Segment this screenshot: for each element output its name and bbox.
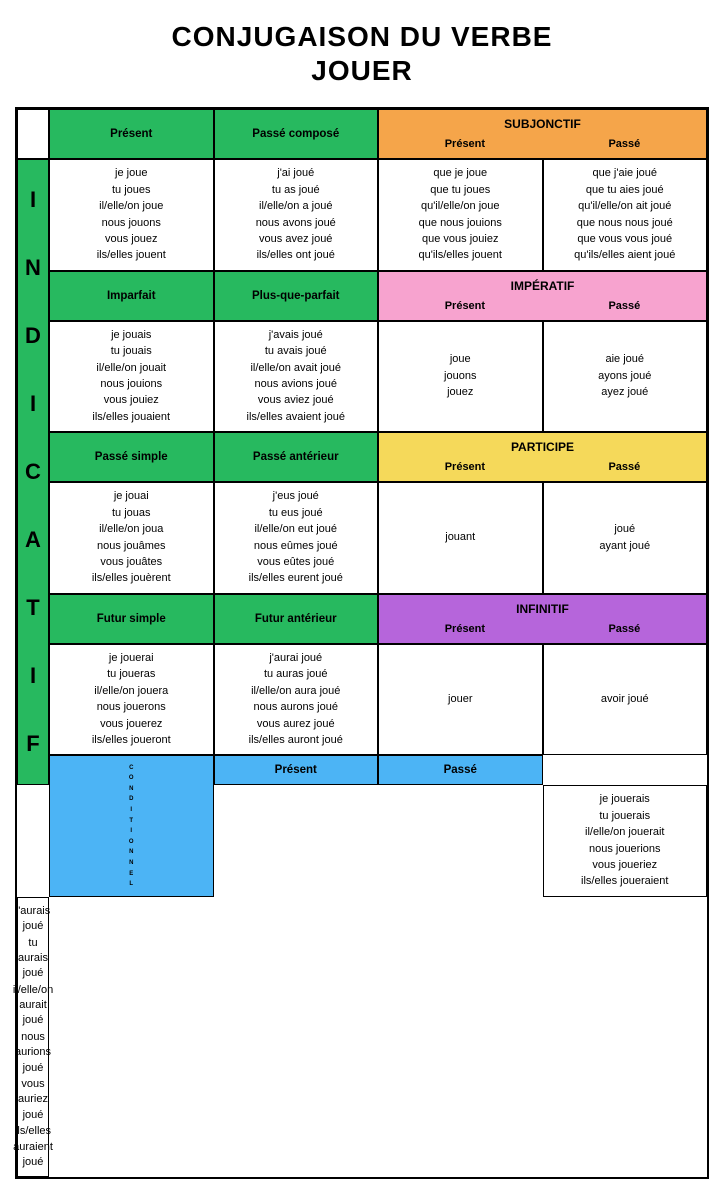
conj-ind-passe-anterieur: j'eus jouétu eus jouéil/elle/on eut joué… [214, 482, 379, 593]
mood-header-imperatif: IMPÉRATIF PrésentPassé [378, 271, 707, 321]
tense-header-futur-anterieur: Futur antérieur [214, 594, 379, 644]
page-title: CONJUGAISON DU VERBE JOUER [15, 20, 709, 87]
conj-part-present: jouant [378, 482, 543, 593]
conj-ind-passe-simple: je jouaitu jouasil/elle/on jouanous jouâ… [49, 482, 214, 593]
empty-space-1 [214, 785, 543, 896]
conj-inf-present: jouer [378, 644, 543, 755]
empty-space-2 [49, 897, 378, 1178]
tense-header-passe-compose: Passé composé [214, 109, 379, 159]
conjugation-table: Présent Passé composé SUBJONCTIF Présent… [15, 107, 709, 1179]
corner-blank [17, 109, 49, 159]
conj-ind-futur-simple: je joueraitu jouerasil/elle/on joueranou… [49, 644, 214, 755]
mood-header-infinitif: INFINITIF PrésentPassé [378, 594, 707, 644]
tense-header-cond-passe: Passé [378, 755, 543, 785]
conj-ind-imparfait: je jouaistu jouaisil/elle/on jouaitnous … [49, 321, 214, 432]
conj-imp-present: jouejouonsjouez [378, 321, 543, 432]
conj-subj-present: que je joueque tu jouesqu'il/elle/on jou… [378, 159, 543, 270]
conj-ind-passe-compose: j'ai jouétu as jouéil/elle/on a jouénous… [214, 159, 379, 270]
mood-header-subjonctif: SUBJONCTIF PrésentPassé [378, 109, 707, 159]
sidebar-conditionnel: CONDITIONNEL [49, 755, 214, 896]
conj-ind-present: je jouetu jouesil/elle/on jouenous jouon… [49, 159, 214, 270]
tense-header-pqp: Plus-que-parfait [214, 271, 379, 321]
tense-header-passe-simple: Passé simple [49, 432, 214, 482]
tense-header-futur-simple: Futur simple [49, 594, 214, 644]
conj-ind-futur-anterieur: j'aurai jouétu auras jouéil/elle/on aura… [214, 644, 379, 755]
mood-header-participe: PARTICIPE PrésentPassé [378, 432, 707, 482]
conj-inf-passe: avoir joué [543, 644, 708, 755]
conj-part-passe: jouéayant joué [543, 482, 708, 593]
tense-header-passe-anterieur: Passé antérieur [214, 432, 379, 482]
sidebar-indicatif: INDICATIF [17, 159, 49, 785]
tense-header-present: Présent [49, 109, 214, 159]
tense-header-cond-present: Présent [214, 755, 379, 785]
conj-cond-present: je joueraistu joueraisil/elle/on jouerai… [543, 785, 708, 896]
tense-header-imparfait: Imparfait [49, 271, 214, 321]
conj-subj-passe: que j'aie jouéque tu aies jouéqu'il/elle… [543, 159, 708, 270]
conj-ind-pqp: j'avais jouétu avais jouéil/elle/on avai… [214, 321, 379, 432]
conj-cond-passe: j'aurais jouétu aurais jouéil/elle/on au… [17, 897, 49, 1178]
conj-imp-passe: aie jouéayons jouéayez joué [543, 321, 708, 432]
